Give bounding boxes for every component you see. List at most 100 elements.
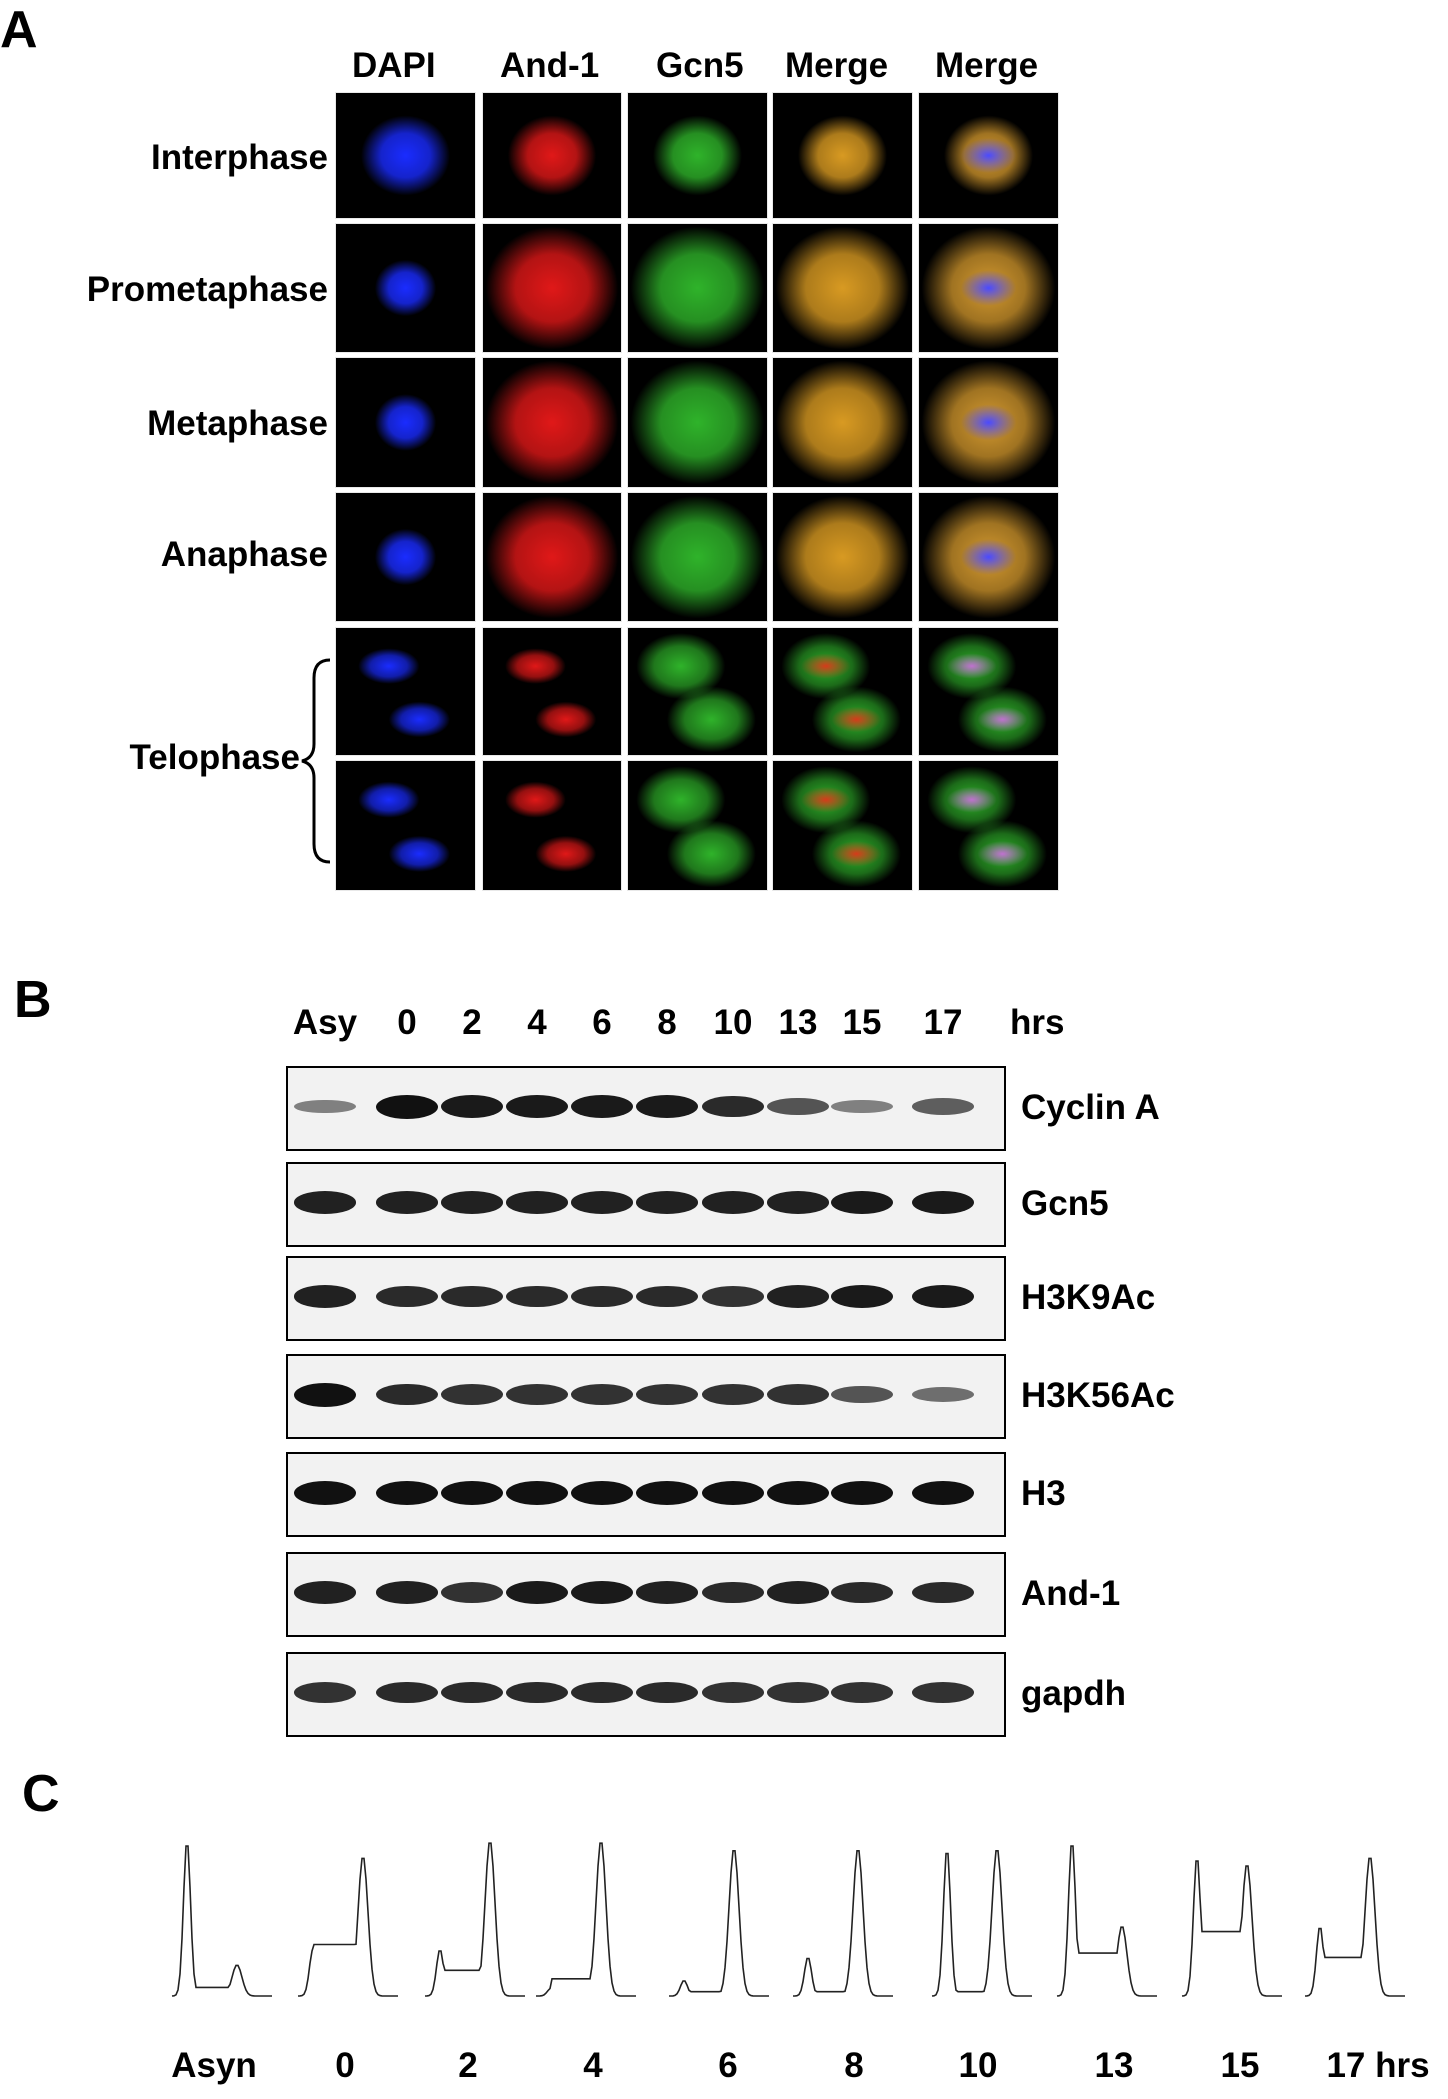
timepoint-label: 0 — [397, 1003, 417, 1042]
blot-strip — [286, 1256, 1006, 1341]
micrograph-gcn5-row-3 — [627, 357, 768, 488]
blot-band — [376, 1383, 438, 1406]
blot-band — [702, 1384, 764, 1405]
blot-band — [441, 1094, 503, 1119]
blot-band — [376, 1094, 438, 1119]
blot-band — [767, 1097, 829, 1116]
micrograph-gcn5-row-2 — [627, 223, 768, 353]
blot-band — [831, 1581, 893, 1604]
blot-band — [441, 1285, 503, 1308]
blot-label: H3K9Ac — [1021, 1278, 1156, 1317]
blot-band — [571, 1094, 633, 1119]
panel-b-letter: B — [14, 971, 52, 1029]
blot-strip — [286, 1162, 1006, 1247]
blot-label: Gcn5 — [1021, 1184, 1109, 1223]
blot-band — [506, 1191, 568, 1214]
blot-band — [912, 1284, 974, 1309]
micrograph-gcn5-row-4 — [627, 492, 768, 622]
micrograph-gcn5-row-1 — [627, 92, 768, 219]
blot-band — [294, 1682, 356, 1703]
panel-a-letter: A — [0, 1, 38, 59]
telophase-brace — [301, 658, 331, 864]
blot-band — [702, 1682, 764, 1703]
histogram-label: 15 — [1220, 2046, 1260, 2085]
timepoint-label: 4 — [527, 1003, 547, 1042]
row-label-interphase: Interphase — [151, 138, 328, 177]
blot-band — [636, 1094, 698, 1119]
row-label-metaphase: Metaphase — [147, 404, 328, 443]
blot-band — [636, 1384, 698, 1405]
blot-band — [376, 1681, 438, 1704]
histogram-label: Asyn — [171, 2046, 257, 2085]
blot-band — [636, 1285, 698, 1308]
blot-band — [506, 1094, 568, 1119]
micrograph-and1-row-1 — [482, 92, 622, 219]
micrograph-merge-dapi-row-5 — [918, 627, 1059, 756]
histogram-label: 17 hrs — [1326, 2046, 1430, 2085]
dna-histogram-curve — [1056, 1845, 1157, 1997]
timepoint-label: 17 — [923, 1003, 963, 1042]
histogram-label: 4 — [583, 2046, 603, 2085]
blot-strip — [286, 1354, 1006, 1439]
blot-band — [912, 1581, 974, 1604]
micrograph-dapi-row-5 — [335, 627, 476, 756]
micrograph-and1-row-2 — [482, 223, 622, 353]
row-label-prometaphase: Prometaphase — [86, 270, 328, 309]
blot-band — [376, 1285, 438, 1308]
timepoint-label: 8 — [657, 1003, 677, 1042]
micrograph-merge-dapi-row-2 — [918, 223, 1059, 353]
blot-band — [506, 1580, 568, 1605]
blot-band — [294, 1099, 356, 1114]
micrograph-and1-row-3 — [482, 357, 622, 488]
micrograph-dapi-row-2 — [335, 223, 476, 353]
blot-band — [294, 1480, 356, 1505]
blot-band — [912, 1386, 974, 1403]
dna-histogram-curve — [424, 1842, 525, 1997]
micrograph-and1-row-6 — [482, 760, 622, 891]
blot-band — [767, 1191, 829, 1214]
micrograph-merge-dapi-row-4 — [918, 492, 1059, 622]
dna-histogram-curve — [1304, 1857, 1405, 1997]
timepoint-label: 6 — [592, 1003, 612, 1042]
micrograph-and1-row-5 — [482, 627, 622, 756]
blot-band — [702, 1480, 764, 1505]
timepoint-label: Asy — [292, 1003, 358, 1042]
blot-band — [767, 1682, 829, 1703]
dna-histogram-curve — [536, 1842, 636, 1997]
dna-histogram-curve — [297, 1857, 398, 1997]
micrograph-merge-row-3 — [772, 357, 913, 488]
blot-band — [831, 1190, 893, 1215]
column-header-and1: And-1 — [500, 46, 600, 85]
row-label-anaphase: Anaphase — [160, 535, 328, 574]
blot-strip — [286, 1652, 1006, 1737]
micrograph-merge-dapi-row-6 — [918, 760, 1059, 891]
micrograph-merge-row-5 — [772, 627, 913, 756]
dna-histogram-curve — [931, 1850, 1032, 1997]
micrograph-merge-row-1 — [772, 92, 913, 219]
blot-band — [571, 1580, 633, 1605]
histogram-label: 8 — [844, 2046, 864, 2085]
micrograph-dapi-row-1 — [335, 92, 476, 219]
dna-histogram-curve — [669, 1850, 769, 1997]
blot-band — [294, 1581, 356, 1604]
blot-band — [441, 1384, 503, 1405]
dna-histogram-curve — [1181, 1860, 1282, 1997]
histogram-label: 13 — [1094, 2046, 1134, 2085]
blot-band — [831, 1284, 893, 1309]
micrograph-dapi-row-3 — [335, 357, 476, 488]
column-header-merge-dapi: Merge — [935, 46, 1039, 85]
panel-c-letter: C — [22, 1765, 60, 1823]
timepoint-label: 15 — [842, 1003, 882, 1042]
blot-band — [831, 1480, 893, 1505]
micrograph-merge-dapi-row-3 — [918, 357, 1059, 488]
micrograph-gcn5-row-6 — [627, 760, 768, 891]
dna-content-histograms — [171, 1842, 1405, 1997]
blot-band — [571, 1681, 633, 1704]
blot-band — [441, 1681, 503, 1704]
blot-label: gapdh — [1021, 1674, 1126, 1713]
row-label-telophase: Telophase — [129, 738, 300, 777]
blot-band — [702, 1095, 764, 1118]
dna-histogram-curve — [793, 1850, 893, 1997]
micrograph-gcn5-row-5 — [627, 627, 768, 756]
blot-band — [912, 1682, 974, 1703]
